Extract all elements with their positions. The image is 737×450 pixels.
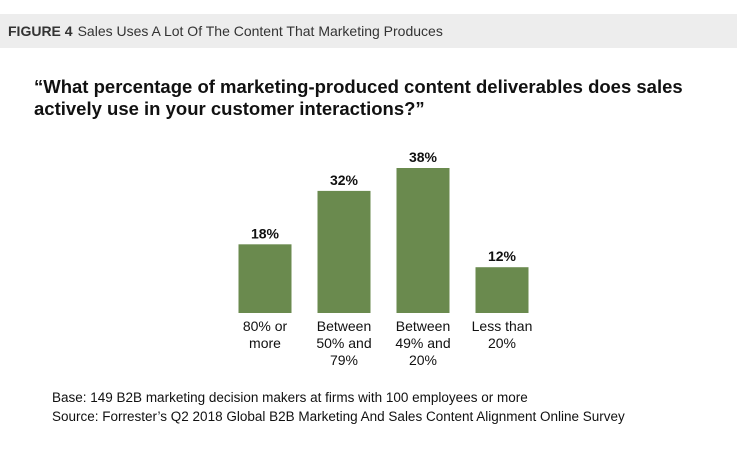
data-label-3: 12% <box>488 248 517 264</box>
bar-2 <box>396 168 450 313</box>
category-label-0: 80% or more <box>243 318 288 351</box>
bar-1 <box>317 190 371 313</box>
chart-question: “What percentage of marketing-produced c… <box>34 76 683 119</box>
data-label-0: 18% <box>251 225 280 241</box>
bar-3 <box>475 267 529 313</box>
bar-chart: 18% 80% or more 32% Between 50% and 79% 38% Betw… <box>238 149 533 368</box>
category-label-3: Less than 20% <box>472 318 533 351</box>
chart-notes: Base: 149 B2B marketing decision makers … <box>52 388 625 426</box>
data-label-1: 32% <box>330 172 359 188</box>
base-note: Base: 149 B2B marketing decision makers … <box>52 390 528 405</box>
source-note: Source: Forrester’s Q2 2018 Global B2B M… <box>52 409 625 424</box>
figure-label: FIGURE 4 <box>8 23 73 39</box>
data-label-2: 38% <box>409 149 438 165</box>
figure-header: FIGURE 4 Sales Uses A Lot Of The Content… <box>0 14 737 48</box>
category-label-2: Between 49% and 20% <box>395 318 450 368</box>
figure-title: Sales Uses A Lot Of The Content That Mar… <box>77 23 443 39</box>
category-label-1: Between 50% and 79% <box>316 318 371 368</box>
bar-0 <box>238 244 292 313</box>
